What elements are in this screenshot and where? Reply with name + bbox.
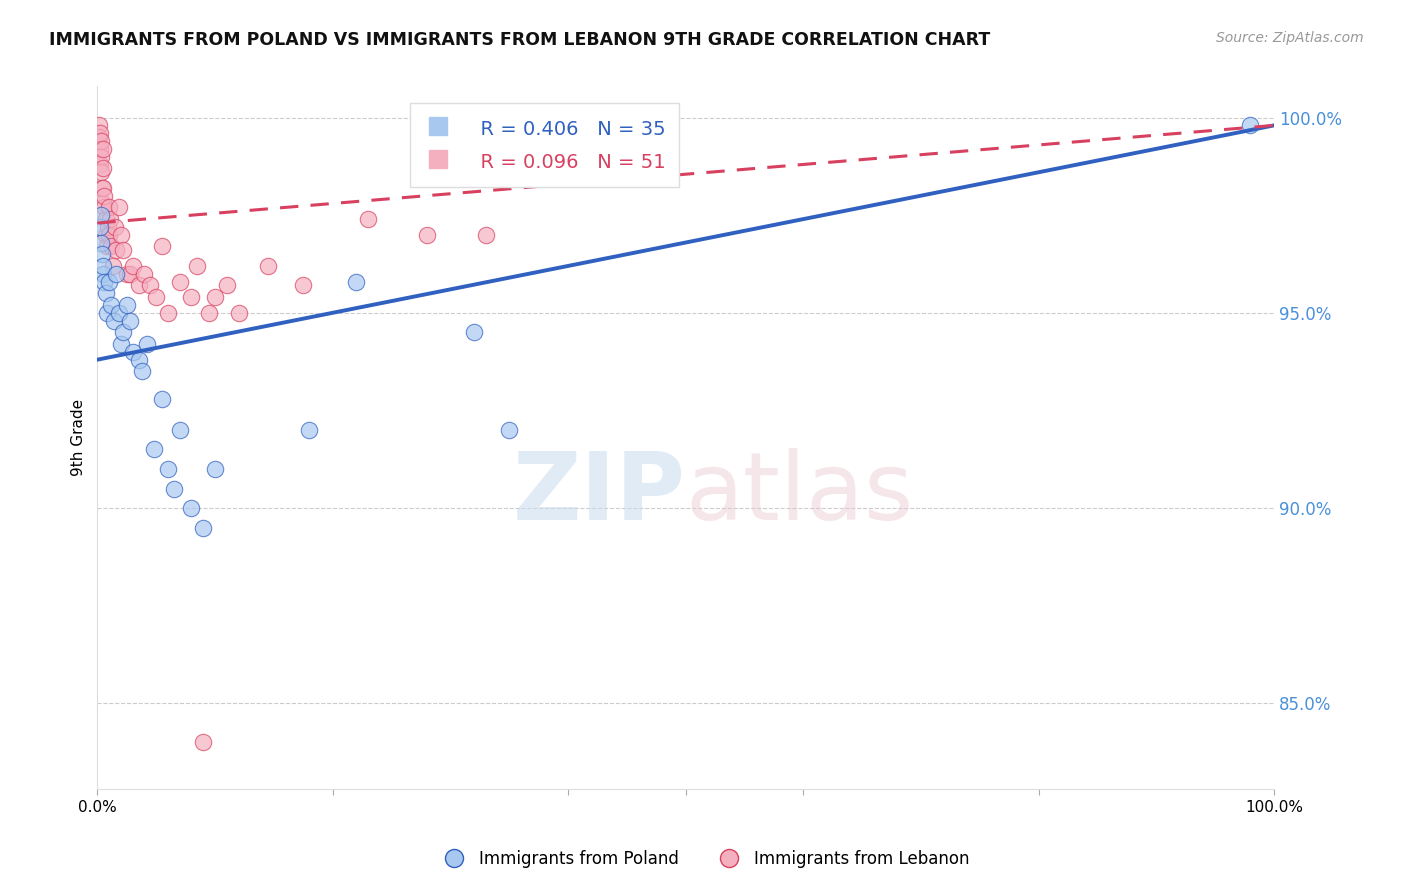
Point: [298, 423, 321, 437]
Point: [135, 337, 157, 351]
Point: [93, 188, 115, 202]
Point: [156, 306, 179, 320]
Point: [89, 126, 111, 140]
Point: [292, 278, 315, 293]
Point: [100, 298, 122, 312]
Point: [90, 134, 112, 148]
Legend: Immigrants from Poland, Immigrants from Lebanon: Immigrants from Poland, Immigrants from …: [430, 844, 976, 875]
Point: [110, 227, 132, 242]
Point: [142, 442, 165, 457]
Text: ZIP: ZIP: [513, 448, 686, 540]
Point: [94, 227, 117, 242]
Point: [139, 278, 162, 293]
Point: [121, 259, 143, 273]
Point: [91, 259, 114, 273]
Point: [498, 423, 520, 437]
Text: IMMIGRANTS FROM POLAND VS IMMIGRANTS FROM LEBANON 9TH GRADE CORRELATION CHART: IMMIGRANTS FROM POLAND VS IMMIGRANTS FRO…: [49, 31, 990, 49]
Point: [90, 208, 112, 222]
Point: [186, 259, 208, 273]
Point: [107, 306, 129, 320]
Point: [204, 290, 226, 304]
Point: [215, 278, 238, 293]
Point: [91, 267, 114, 281]
Point: [91, 247, 114, 261]
Point: [115, 298, 138, 312]
Point: [93, 201, 115, 215]
Point: [474, 227, 496, 242]
Point: [120, 313, 142, 327]
Point: [105, 244, 128, 258]
Point: [91, 181, 114, 195]
Point: [463, 326, 485, 340]
Point: [94, 286, 117, 301]
Point: [104, 219, 127, 234]
Point: [110, 337, 132, 351]
Point: [89, 219, 111, 234]
Point: [100, 239, 122, 253]
Point: [90, 150, 112, 164]
Point: [112, 244, 135, 258]
Point: [163, 482, 186, 496]
Point: [98, 227, 121, 242]
Point: [90, 235, 112, 250]
Point: [257, 259, 280, 273]
Point: [91, 161, 114, 176]
Point: [180, 501, 202, 516]
Point: [91, 181, 114, 195]
Point: [91, 142, 114, 156]
Point: [93, 275, 115, 289]
Point: [128, 352, 150, 367]
Point: [87, 130, 110, 145]
Point: [94, 212, 117, 227]
Point: [121, 344, 143, 359]
Point: [96, 239, 118, 253]
Point: [97, 219, 120, 234]
Point: [344, 275, 367, 289]
Point: [198, 306, 221, 320]
Point: [193, 520, 215, 534]
Point: [357, 212, 380, 227]
Point: [112, 326, 135, 340]
Legend:   R = 0.406   N = 35,   R = 0.096   N = 51: R = 0.406 N = 35, R = 0.096 N = 51: [409, 103, 679, 187]
Point: [105, 267, 128, 281]
Point: [145, 290, 167, 304]
Point: [180, 290, 202, 304]
Point: [128, 278, 150, 293]
Point: [131, 364, 153, 378]
Point: [115, 267, 138, 281]
Point: [98, 212, 121, 227]
Y-axis label: 9th Grade: 9th Grade: [72, 400, 86, 476]
Point: [1239, 119, 1261, 133]
Point: [120, 267, 142, 281]
Point: [91, 196, 114, 211]
Point: [150, 392, 173, 406]
Text: Source: ZipAtlas.com: Source: ZipAtlas.com: [1216, 31, 1364, 45]
Point: [101, 259, 124, 273]
Point: [193, 735, 215, 749]
Point: [204, 462, 226, 476]
Text: atlas: atlas: [686, 448, 914, 540]
Point: [87, 119, 110, 133]
Point: [103, 313, 125, 327]
Point: [156, 462, 179, 476]
Point: [96, 306, 118, 320]
Point: [98, 275, 121, 289]
Point: [134, 267, 156, 281]
Point: [416, 227, 439, 242]
Point: [150, 239, 173, 253]
Point: [90, 165, 112, 179]
Point: [98, 201, 121, 215]
Point: [107, 201, 129, 215]
Point: [169, 423, 191, 437]
Point: [89, 142, 111, 156]
Point: [89, 157, 111, 171]
Point: [228, 306, 250, 320]
Point: [169, 275, 191, 289]
